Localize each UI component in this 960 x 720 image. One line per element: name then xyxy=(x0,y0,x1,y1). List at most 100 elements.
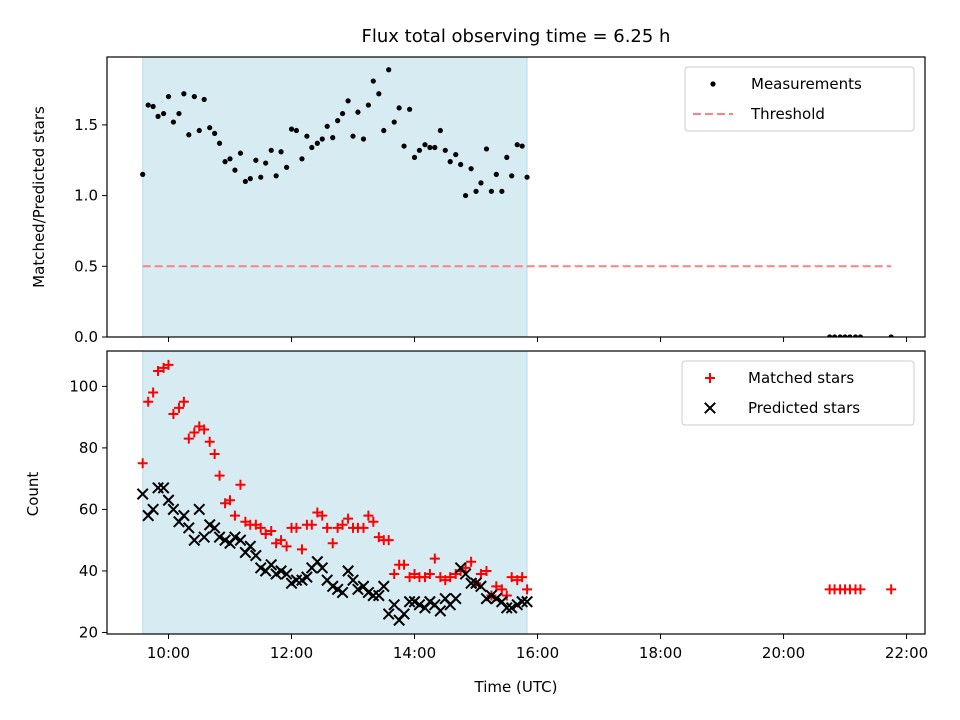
measurement-point xyxy=(442,147,448,153)
measurement-point xyxy=(406,106,413,112)
measurement-point xyxy=(360,136,367,142)
measurement-point xyxy=(201,96,207,103)
matched-star-point xyxy=(189,427,200,438)
measurement-point xyxy=(376,91,382,97)
predicted-star-point xyxy=(188,534,201,547)
y-tick-label: 0.0 xyxy=(74,328,98,346)
measurement-point xyxy=(160,110,167,117)
measurement-point xyxy=(842,334,848,337)
predicted-star-point xyxy=(475,580,487,593)
matched-star-point xyxy=(214,470,225,481)
x-tick-label: 22:00 xyxy=(885,644,928,662)
predicted-star-point xyxy=(198,531,211,544)
measurement-point xyxy=(278,149,284,155)
matched-star-point xyxy=(506,572,517,583)
measurement-point xyxy=(386,67,392,73)
measurement-point xyxy=(268,147,274,153)
y-axis-label-ratio: Matched/Predicted stars xyxy=(30,106,48,288)
predicted-star-point xyxy=(249,549,262,562)
measurement-point xyxy=(473,188,479,194)
matched-star-point xyxy=(317,510,328,521)
measurement-point xyxy=(837,334,843,337)
measurement-point xyxy=(370,78,376,84)
legend-box xyxy=(684,66,915,132)
measurement-point xyxy=(242,178,248,185)
matched-star-point xyxy=(322,522,333,533)
predicted-star-point xyxy=(459,568,472,580)
measurement-point xyxy=(488,188,494,194)
measurement-point xyxy=(847,334,853,337)
measurement-point xyxy=(196,127,202,134)
measurement-point xyxy=(345,98,351,104)
measurement-point xyxy=(273,173,279,179)
measurement-point xyxy=(504,154,510,161)
measurement-point xyxy=(207,125,213,131)
legend-entry-label: Threshold xyxy=(750,105,825,123)
predicted-star-point xyxy=(275,565,287,577)
measurement-point xyxy=(293,127,300,134)
ratio-panel: 0.0 0.5 1.0 1.5 Measurements Threshold xyxy=(74,56,926,346)
measurement-point xyxy=(478,180,484,186)
y-tick-label: 40 xyxy=(79,562,98,580)
matched-star-point xyxy=(481,565,492,576)
y-tick-label: 0.5 xyxy=(74,257,98,275)
matched-star-point xyxy=(466,556,477,567)
measurement-point xyxy=(852,334,859,337)
measurement-point xyxy=(381,127,387,134)
predicted-star-point xyxy=(347,574,359,587)
matched-star-point xyxy=(153,365,164,376)
matched-star-point xyxy=(363,510,374,521)
predicted-star-point xyxy=(300,571,313,583)
matched-star-point xyxy=(209,449,220,460)
measurement-point xyxy=(350,133,356,139)
matched-star-point xyxy=(460,562,471,573)
count-panel: 20 40 60 80 100 10:00 12:00 14:00 16:00 18:00 20:0… xyxy=(69,350,928,662)
measurement-point xyxy=(150,103,156,110)
predicted-star-point xyxy=(177,509,190,522)
legend: Matched stars Predicted stars xyxy=(681,360,915,426)
predicted-star-point xyxy=(505,601,518,614)
observing-span-shade xyxy=(142,56,528,338)
matched-star-point xyxy=(337,519,348,530)
matched-star-point xyxy=(383,535,394,546)
measurement-point xyxy=(462,192,469,199)
y-tick-label: 1.0 xyxy=(74,187,98,205)
legend-predicted-swatch xyxy=(704,402,716,414)
matched-star-point xyxy=(148,387,159,398)
measurement-point xyxy=(145,102,151,108)
legend-entry-label: Predicted stars xyxy=(748,399,860,417)
x-tick-label: 14:00 xyxy=(393,644,436,662)
y-tick-label: 20 xyxy=(79,623,98,641)
measurement-point xyxy=(258,174,264,180)
predicted-star-point xyxy=(265,558,278,571)
measurement-point xyxy=(330,135,336,141)
predicted-star-point xyxy=(208,521,221,534)
measurement-point xyxy=(355,109,361,115)
legend-measurement-swatch xyxy=(710,81,716,87)
predicted-star-point xyxy=(388,598,401,611)
predicted-star-point xyxy=(316,561,329,574)
predicted-star-point xyxy=(244,540,257,553)
measurement-point xyxy=(411,154,418,161)
y-tick-label: 100 xyxy=(69,377,98,395)
matched-star-point xyxy=(168,409,179,420)
measurement-point xyxy=(432,144,438,151)
matched-star-point xyxy=(306,519,317,530)
measurement-point xyxy=(319,136,325,142)
measurement-point xyxy=(493,171,499,177)
predicted-star-point xyxy=(193,503,206,516)
legend-box xyxy=(681,360,915,426)
y-axis-label-count: Count xyxy=(24,472,42,517)
y-tick-label: 1.5 xyxy=(74,116,98,134)
matched-star-point xyxy=(260,529,271,540)
predicted-star-point xyxy=(280,568,293,580)
predicted-star-point xyxy=(147,503,160,516)
matched-star-point xyxy=(173,402,184,413)
measurement-point xyxy=(335,118,341,124)
measurement-point xyxy=(247,176,253,182)
predicted-star-point xyxy=(213,531,226,544)
matched-star-point xyxy=(424,569,435,580)
x-tick-label: 12:00 xyxy=(270,644,313,662)
matched-star-point xyxy=(517,572,528,583)
